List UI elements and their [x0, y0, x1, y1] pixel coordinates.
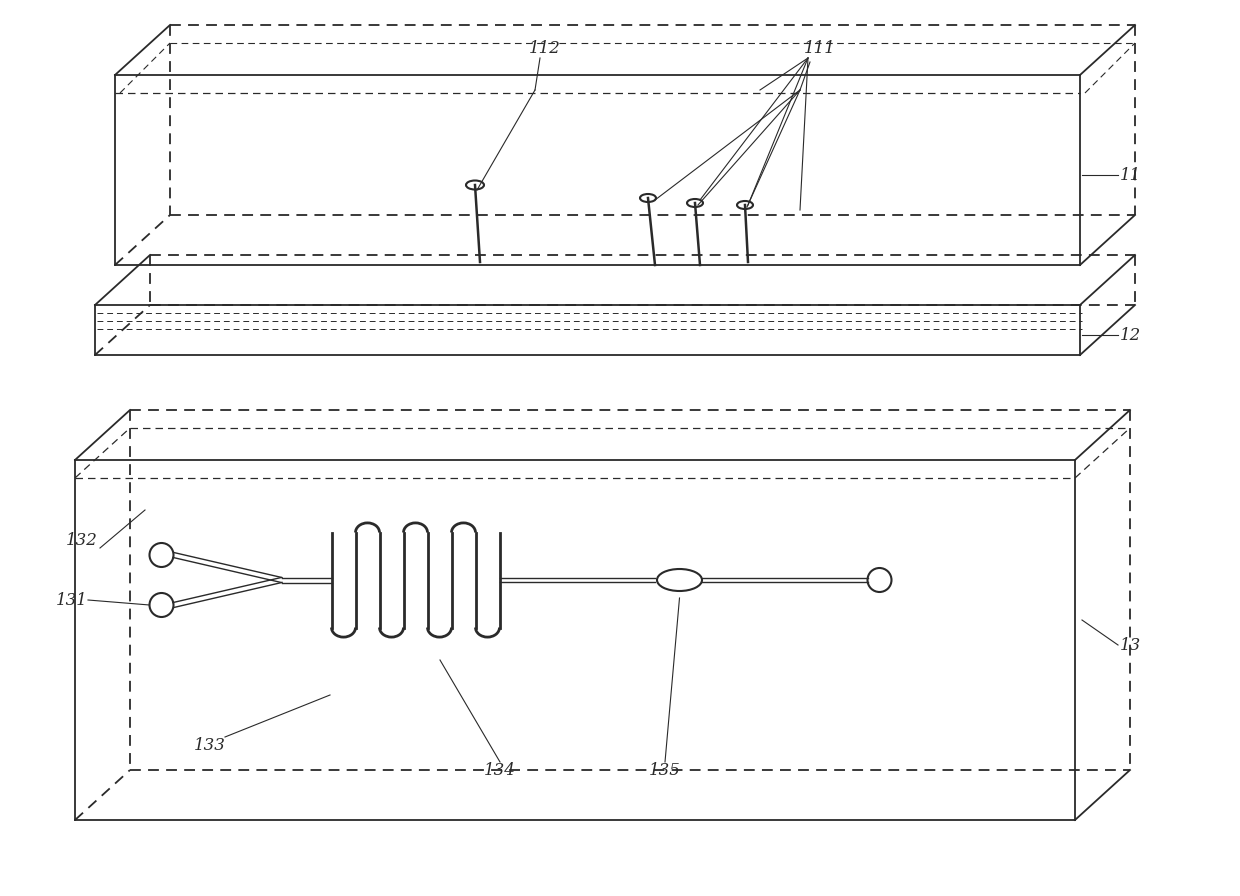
Ellipse shape: [687, 199, 703, 207]
Ellipse shape: [640, 194, 656, 202]
Text: 132: 132: [66, 531, 98, 548]
Text: 133: 133: [195, 737, 226, 754]
Text: 13: 13: [1120, 636, 1141, 653]
Ellipse shape: [737, 201, 753, 209]
Text: 111: 111: [804, 39, 836, 56]
Text: 11: 11: [1120, 167, 1141, 184]
Ellipse shape: [466, 180, 484, 189]
Text: 131: 131: [56, 591, 88, 608]
Text: 134: 134: [484, 762, 516, 779]
Text: 112: 112: [529, 39, 560, 56]
Text: 12: 12: [1120, 326, 1141, 343]
Text: 135: 135: [649, 762, 681, 779]
